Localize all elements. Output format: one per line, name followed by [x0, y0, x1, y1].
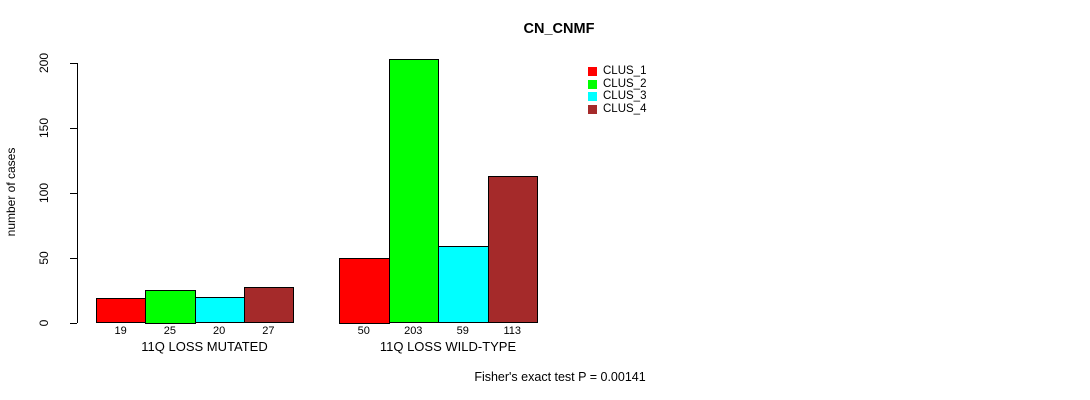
bar — [339, 257, 390, 324]
annotation-text: Fisher's exact test P = 0.00141 — [474, 370, 646, 384]
bar-value-label: 19 — [114, 324, 127, 337]
bar-value-label: 20 — [213, 324, 226, 337]
chart-title: CN_CNMF — [523, 21, 595, 37]
legend-swatch — [588, 105, 597, 115]
bar — [96, 297, 147, 324]
bar-value-label: 50 — [357, 324, 370, 337]
bar — [194, 296, 245, 324]
bar-value-label: 59 — [456, 324, 469, 337]
bar — [487, 175, 538, 324]
bar-value-label: 113 — [503, 324, 522, 337]
legend-label: CLUS_2 — [603, 77, 647, 90]
legend-label: CLUS_1 — [603, 65, 647, 77]
y-axis-tick — [69, 192, 77, 194]
legend-swatch — [588, 92, 597, 102]
y-axis-tick — [69, 322, 77, 324]
bar — [388, 59, 439, 324]
legend-swatch — [588, 67, 597, 76]
legend-label: CLUS_3 — [603, 90, 647, 103]
group-label: 11Q LOSS WILD-TYPE — [379, 339, 517, 354]
bar — [145, 290, 196, 324]
bar — [243, 287, 294, 324]
y-axis-tick — [69, 63, 77, 64]
legend-swatch — [588, 79, 597, 89]
bar-value-label: 25 — [163, 324, 176, 337]
group-label: 11Q LOSS MUTATED — [141, 339, 268, 354]
y-axis-line — [76, 63, 78, 323]
legend-label: CLUS_4 — [603, 103, 647, 116]
y-axis-tick — [69, 257, 77, 259]
bar-value-label: 27 — [262, 324, 275, 337]
y-axis-tick — [69, 127, 77, 129]
bar-value-label: 203 — [404, 324, 423, 337]
